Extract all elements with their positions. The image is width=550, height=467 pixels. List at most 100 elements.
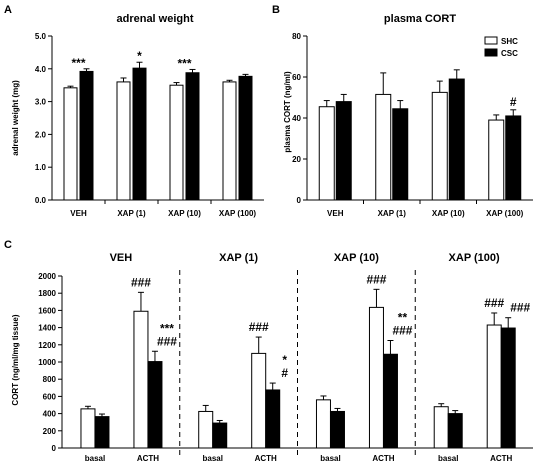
y-tick-label: 1600 — [38, 306, 56, 315]
y-tick-label: 800 — [43, 375, 57, 384]
bar-csc — [132, 67, 147, 201]
x-tick-label: VEH — [327, 209, 344, 218]
significance-marker: *** — [71, 56, 85, 70]
bar-csc — [94, 416, 110, 449]
significance-marker: ### — [510, 301, 530, 315]
bar-shc — [318, 106, 335, 201]
significance-marker: ### — [366, 272, 386, 286]
y-tick-label: 20 — [292, 155, 301, 164]
y-tick-label: 1400 — [38, 324, 56, 333]
x-tick-label: XAP (100) — [219, 209, 257, 218]
bar-csc — [392, 108, 409, 201]
bar-csc — [147, 361, 163, 449]
panel-b-letter: B — [272, 4, 280, 16]
y-tick-label: 4.0 — [35, 65, 47, 74]
legend: SHC CSC — [484, 36, 518, 58]
y-tick-label: 1200 — [38, 341, 56, 350]
condition-label: basal — [202, 454, 222, 463]
panel-c-ylabel: CORT (ng/ml/mg tissue) — [11, 314, 20, 405]
bar-csc — [505, 115, 522, 201]
panel-c-cort-per-tissue: C CORT (ng/ml/mg tissue) 0 200 400 600 800 10… — [4, 239, 533, 463]
significance-marker: ### — [157, 334, 177, 348]
significance-marker: *** — [160, 321, 174, 335]
significance-marker: ### — [484, 296, 504, 310]
bar-csc — [382, 353, 398, 449]
y-tick-label: 400 — [43, 410, 57, 419]
bar-csc — [335, 101, 352, 201]
bar-shc — [222, 81, 237, 201]
panel-a-ylabel: adrenal weight (mg) — [11, 80, 20, 156]
y-tick-label: 3.0 — [35, 98, 47, 107]
condition-label: ACTH — [372, 454, 394, 463]
condition-label: ACTH — [137, 454, 159, 463]
bar-csc — [448, 78, 465, 201]
panel-b-title: plasma CORT — [384, 13, 456, 25]
legend-label-csc: CSC — [501, 49, 518, 58]
bar-shc — [80, 408, 96, 449]
legend-swatch-shc — [484, 36, 498, 45]
panel-a-title: adrenal weight — [116, 13, 193, 25]
y-tick-label: 0 — [52, 444, 57, 453]
significance-marker: * — [137, 49, 142, 63]
panel-c-letter: C — [4, 239, 12, 251]
significance-marker: * — [282, 353, 287, 367]
condition-label: ACTH — [490, 454, 512, 463]
significance-marker: *** — [177, 56, 191, 70]
x-tick-label: XAP (10) — [168, 209, 201, 218]
bar-csc — [185, 72, 200, 201]
significance-marker: # — [281, 366, 288, 380]
group-label: XAP (100) — [449, 252, 500, 264]
y-tick-label: 200 — [43, 427, 57, 436]
significance-marker: # — [510, 95, 517, 109]
bar-shc — [368, 306, 384, 449]
y-tick-label: 600 — [43, 392, 57, 401]
y-tick-label: 1800 — [38, 289, 56, 298]
bar-shc — [169, 84, 184, 201]
group-label: XAP (10) — [334, 252, 379, 264]
bar-shc — [375, 93, 392, 201]
bar-csc — [329, 410, 345, 449]
panel-b-plot: 0 20 40 60 80 VEH XAP (1) XAP (10) XAP (100) # — [292, 32, 533, 218]
condition-label: ACTH — [255, 454, 277, 463]
y-tick-label: 2.0 — [35, 130, 47, 139]
x-tick-label: XAP (1) — [117, 209, 146, 218]
significance-marker: ### — [249, 320, 269, 334]
bar-shc — [251, 352, 267, 449]
panel-c-plot: 0 200 400 600 800 1000 1200 1400 1600 1800 2000 VEH… — [38, 252, 533, 463]
condition-label: basal — [320, 454, 340, 463]
bar-shc — [116, 81, 131, 201]
x-tick-label: XAP (10) — [432, 209, 465, 218]
panel-a-adrenal-weight: A adrenal weight adrenal weight (mg) 0.0… — [4, 4, 264, 218]
condition-label: basal — [438, 454, 458, 463]
y-tick-label: 1000 — [38, 358, 56, 367]
bar-csc — [212, 422, 228, 449]
x-tick-label: VEH — [70, 209, 87, 218]
bar-shc — [133, 310, 149, 449]
bar-shc — [433, 406, 449, 449]
bar-csc — [238, 75, 253, 201]
legend-label-shc: SHC — [501, 37, 518, 46]
y-tick-label: 80 — [292, 32, 301, 41]
panel-a-letter: A — [4, 4, 12, 16]
panel-b-ylabel: plasma CORT (ng/ml) — [283, 71, 292, 153]
y-tick-label: 1.0 — [35, 163, 47, 172]
significance-marker: ### — [392, 324, 412, 338]
significance-marker: ### — [131, 275, 151, 289]
y-tick-label: 5.0 — [35, 32, 47, 41]
legend-swatch-csc — [484, 48, 498, 57]
y-tick-label: 0.0 — [35, 196, 47, 205]
y-tick-label: 0 — [297, 196, 302, 205]
bar-shc — [488, 119, 505, 201]
bar-shc — [431, 91, 448, 201]
bar-shc — [315, 399, 331, 449]
bar-csc — [500, 327, 516, 449]
bar-csc — [79, 70, 94, 201]
panel-a-plot: 0.0 1.0 2.0 3.0 4.0 5.0 VEH XAP (1) XAP (10) XAP … — [35, 32, 264, 218]
x-tick-label: XAP (1) — [378, 209, 407, 218]
group-label: XAP (1) — [219, 252, 258, 264]
y-tick-label: 2000 — [38, 272, 56, 281]
significance-marker: ** — [398, 311, 408, 325]
bar-shc — [486, 324, 502, 449]
panel-b-plasma-cort: B plasma CORT plasma CORT (ng/ml) 0 20 40 6… — [272, 4, 533, 218]
